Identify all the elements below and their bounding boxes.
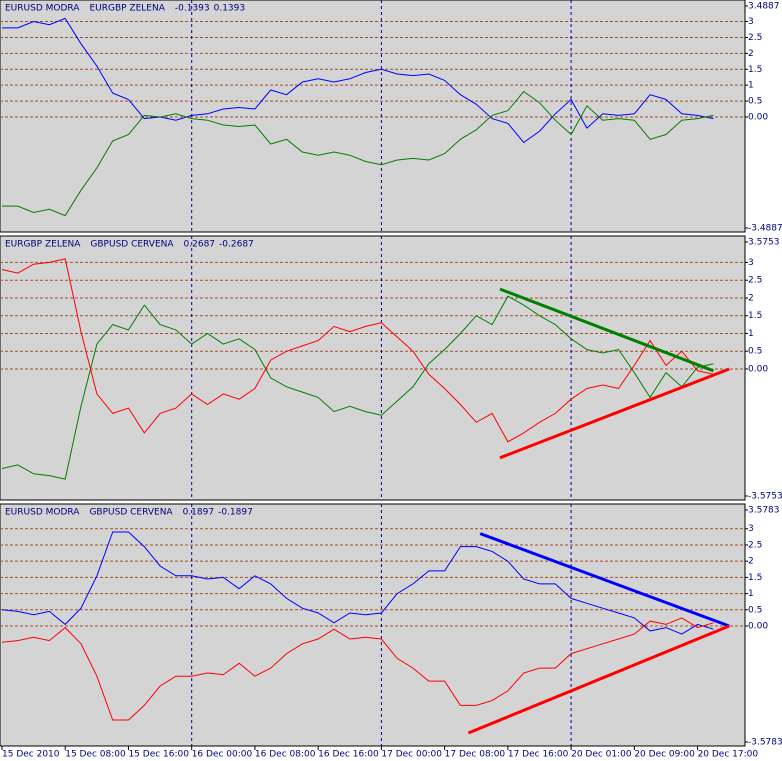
legend-entry: EURUSD MODRA [5, 508, 80, 518]
x-tick-label: 17 Dec 16:00 [508, 750, 569, 760]
readout-value: -0.1393 [175, 4, 210, 14]
y-tick-label: 1 [748, 589, 754, 599]
y-tick-label: 0.5 [748, 97, 762, 107]
y-tick-label: 2.5 [748, 33, 762, 43]
readout-value: -0.2687 [219, 240, 254, 250]
readout-value: 0.1897 [183, 508, 215, 518]
legend-entry: GBPUSD CERVENA [90, 240, 174, 250]
y-tick-label: 2 [748, 293, 754, 303]
y-tick-label: -3.5783 [748, 738, 782, 748]
y-tick-label: 3 [748, 258, 754, 268]
x-tick-label: 20 Dec 09:00 [634, 750, 695, 760]
trendline [479, 532, 730, 628]
x-tick-label: 16 Dec 00:00 [192, 750, 253, 760]
y-tick-label: -3.4887 [748, 224, 782, 234]
x-tick-label: 16 Dec 16:00 [318, 750, 379, 760]
y-tick-label: 3.5783 [748, 506, 780, 516]
y-tick-label: 0.5 [748, 347, 762, 357]
panel-background [0, 503, 746, 747]
series-line [2, 17, 714, 144]
trendline [467, 624, 730, 735]
y-tick-label: 0.5 [748, 605, 762, 615]
legend-entry: EURUSD MODRA [5, 4, 80, 14]
readout-value: 0.1393 [214, 4, 246, 14]
trendline [499, 367, 730, 460]
y-tick-label: 1.5 [748, 573, 762, 583]
x-tick-label: 20 Dec 01:00 [571, 750, 632, 760]
legend-entry: EURGBP ZELENA [89, 4, 165, 14]
panel-background [0, 235, 746, 501]
x-tick-label: 15 Dec 16:00 [128, 750, 189, 760]
y-tick-label: 2 [748, 49, 754, 59]
x-tick-label: 16 Dec 08:00 [255, 750, 316, 760]
y-tick-label: 3 [748, 17, 754, 27]
series-line [1, 258, 714, 443]
series-line [1, 295, 714, 480]
series-line [1, 617, 714, 721]
y-tick-label: 1.5 [748, 311, 762, 321]
x-tick-label: 20 Dec 17:00 [698, 750, 759, 760]
readout-value: 0.2687 [184, 240, 216, 250]
readout-value: -0.1897 [218, 508, 253, 518]
panel-background [0, 0, 746, 233]
y-tick-label: 2.5 [748, 276, 762, 286]
trendline [499, 287, 714, 373]
y-tick-label: 3.4887 [748, 2, 780, 12]
x-tick-label: 17 Dec 08:00 [445, 750, 506, 760]
legend-entry: EURGBP ZELENA [5, 240, 81, 250]
y-tick-label: 3.5753 [748, 238, 780, 248]
series-line [1, 531, 714, 635]
y-tick-label: 0.00 [748, 622, 768, 632]
y-tick-label: 2 [748, 557, 754, 567]
x-tick-label: 15 Dec 2010 [2, 750, 60, 760]
y-tick-label: 0.00 [748, 365, 768, 375]
legend-entry: GBPUSD CERVENA [89, 508, 173, 518]
y-tick-label: 2.5 [748, 540, 762, 550]
y-tick-label: 0.00 [748, 113, 768, 123]
y-tick-label: 1 [748, 329, 754, 339]
y-tick-label: 1 [748, 81, 754, 91]
y-tick-label: -3.5753 [748, 492, 782, 502]
x-tick-label: 15 Dec 08:00 [65, 750, 126, 760]
y-tick-label: 1.5 [748, 65, 762, 75]
y-tick-label: 3 [748, 524, 754, 534]
series-line [2, 90, 714, 217]
x-tick-label: 17 Dec 00:00 [381, 750, 442, 760]
